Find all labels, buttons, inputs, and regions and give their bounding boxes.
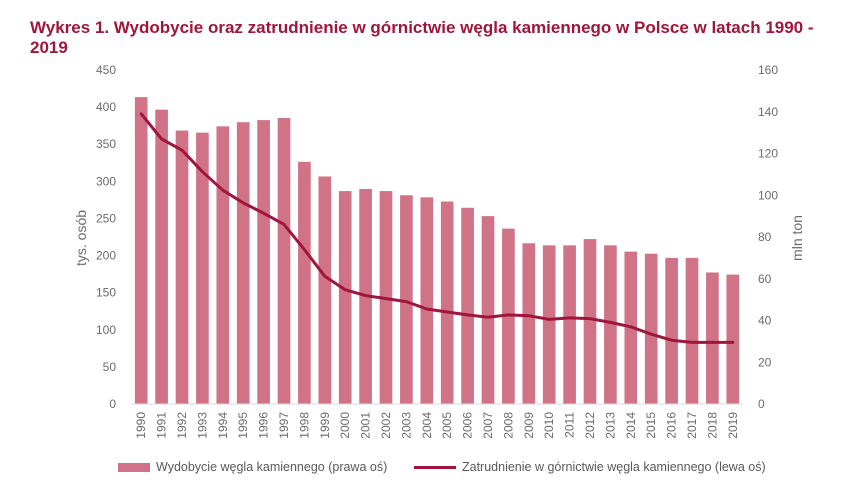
- left-tick-label: 50: [103, 360, 117, 374]
- x-tick-label: 2004: [420, 412, 434, 439]
- x-tick-label: 2007: [481, 412, 495, 439]
- left-tick-label: 400: [96, 100, 116, 114]
- bar-1997: [277, 118, 291, 404]
- x-tick-label: 2005: [440, 412, 454, 439]
- bars-layer: [134, 97, 740, 405]
- bar-2003: [400, 195, 413, 404]
- legend-label-production: Wydobycie węgla kamiennego (prawa oś): [156, 460, 388, 474]
- x-tick-label: 1992: [175, 412, 189, 439]
- right-tick-label: 140: [758, 105, 778, 119]
- chart-title: Wykres 1. Wydobycie oraz zatrudnienie w …: [30, 18, 814, 57]
- chart-canvas: 0 50 100 150 200 250 300 350 400 450 0 20 40 60 80 100…: [73, 63, 805, 439]
- left-tick-label: 150: [96, 286, 116, 300]
- x-tick-label: 1998: [297, 412, 311, 439]
- bar-2016: [665, 257, 678, 404]
- x-tick-label: 2008: [501, 412, 515, 439]
- x-tick-label: 2010: [542, 412, 556, 439]
- bar-2006: [461, 207, 474, 404]
- bar-2007: [481, 216, 495, 404]
- right-tick-label: 40: [758, 314, 772, 328]
- bar-1995: [236, 122, 250, 404]
- x-tick-label: 2018: [705, 412, 719, 439]
- right-tick-label: 160: [758, 63, 778, 77]
- x-tick-label: 2015: [644, 412, 658, 439]
- x-axis-ticks: 1990 1991 1992 1993 1994 1995 1996 1997 1998 1999…: [134, 412, 740, 439]
- legend-label-employment: Zatrudnienie w górnictwie węgla kamienne…: [462, 460, 766, 474]
- x-tick-label: 2000: [338, 412, 352, 439]
- left-tick-label: 0: [109, 397, 116, 411]
- left-axis-title: tys. osób: [73, 210, 89, 266]
- x-tick-label: 1995: [236, 412, 250, 439]
- bar-2017: [685, 257, 699, 404]
- bar-2009: [522, 243, 536, 404]
- x-tick-label: 1990: [134, 412, 148, 439]
- x-tick-label: 2001: [359, 412, 373, 439]
- left-tick-label: 250: [96, 211, 116, 225]
- x-tick-label: 1991: [155, 412, 169, 439]
- left-axis-ticks: 0 50 100 150 200 250 300 350 400 450: [96, 63, 116, 411]
- x-tick-label: 1996: [257, 412, 271, 439]
- x-tick-label: 2017: [685, 412, 699, 439]
- bar-2018: [706, 272, 719, 404]
- right-tick-label: 20: [758, 355, 772, 369]
- x-tick-label: 2014: [624, 412, 638, 439]
- left-tick-label: 300: [96, 174, 116, 188]
- bar-1990: [134, 97, 148, 404]
- employment-line: [139, 112, 735, 344]
- left-tick-label: 200: [96, 249, 116, 263]
- bar-1991: [155, 109, 168, 404]
- x-tick-label: 2019: [726, 412, 740, 439]
- right-tick-label: 100: [758, 188, 778, 202]
- bar-2004: [420, 197, 434, 404]
- right-axis-ticks: 0 20 40 60 80 100 120 140 160: [758, 63, 778, 411]
- bar-1993: [196, 132, 209, 404]
- bar-2019: [726, 274, 740, 404]
- bar-2010: [542, 245, 556, 404]
- bar-2012: [583, 239, 597, 404]
- legend-swatch-line: [414, 465, 456, 469]
- left-tick-label: 100: [96, 323, 116, 337]
- bar-1999: [318, 176, 332, 404]
- bar-1994: [216, 126, 230, 405]
- legend-item-employment: Zatrudnienie w górnictwie węgla kamienne…: [414, 460, 766, 474]
- left-tick-label: 350: [96, 137, 116, 151]
- x-tick-label: 1999: [318, 412, 332, 439]
- x-tick-label: 2016: [665, 412, 679, 439]
- x-tick-label: 2011: [563, 412, 577, 438]
- left-tick-label: 450: [96, 63, 116, 77]
- legend: Wydobycie węgla kamiennego (prawa oś) Za…: [118, 460, 818, 480]
- x-tick-label: 1997: [277, 412, 291, 439]
- x-tick-label: 2003: [399, 412, 413, 439]
- right-tick-label: 80: [758, 230, 772, 244]
- right-axis-title: mln ton: [789, 215, 805, 261]
- x-tick-label: 2009: [522, 412, 536, 439]
- x-tick-label: 2002: [379, 412, 393, 439]
- bar-1996: [257, 120, 270, 404]
- bar-2015: [644, 253, 658, 404]
- bar-2000: [338, 191, 352, 404]
- bar-2005: [440, 201, 454, 404]
- bar-2011: [563, 245, 576, 404]
- legend-item-production: Wydobycie węgla kamiennego (prawa oś): [118, 460, 387, 474]
- right-tick-label: 60: [758, 272, 772, 286]
- bar-1998: [298, 161, 311, 404]
- x-tick-label: 1994: [216, 412, 230, 439]
- right-tick-label: 0: [758, 397, 765, 411]
- right-tick-label: 120: [758, 147, 778, 161]
- bar-1992: [175, 130, 189, 404]
- legend-swatch-bar: [118, 462, 150, 472]
- x-tick-label: 1993: [195, 412, 209, 439]
- bar-2013: [604, 245, 617, 404]
- x-tick-label: 2006: [461, 412, 475, 439]
- x-tick-label: 2012: [583, 412, 597, 439]
- line-layer: [139, 112, 735, 344]
- x-tick-label: 2013: [603, 412, 617, 439]
